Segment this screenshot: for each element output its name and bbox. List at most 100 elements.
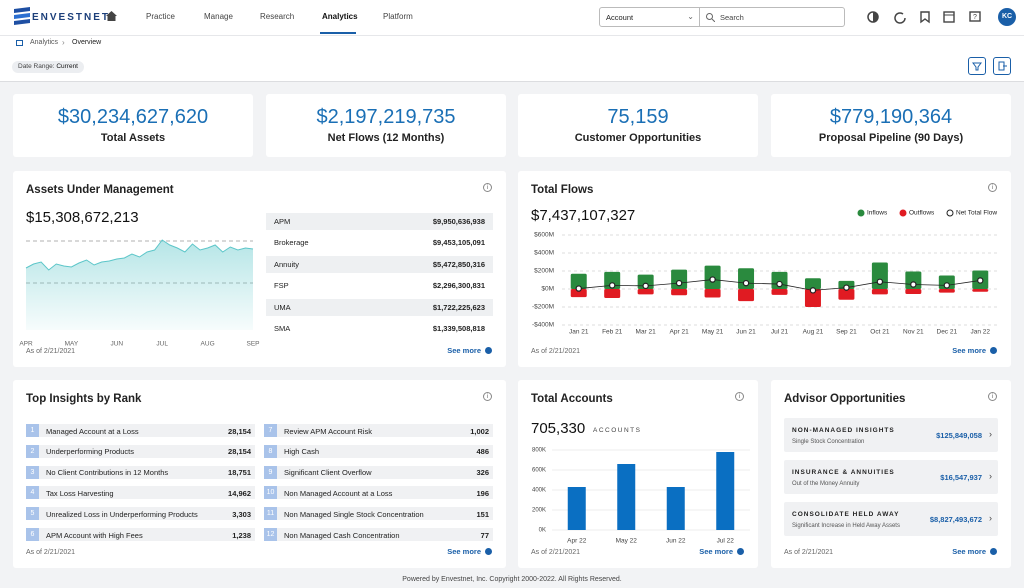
x-tick-label: Jun 21 <box>736 329 756 336</box>
x-tick-label: Dec 21 <box>937 329 958 336</box>
nav-item[interactable]: Platform <box>383 12 413 21</box>
x-tick-label: JUN <box>110 341 123 348</box>
see-more[interactable]: See more <box>447 346 492 355</box>
opportunity-item[interactable]: INSURANCE & ANNUITIES Out of the Money An… <box>784 460 998 494</box>
breadcrumb-link[interactable]: Analytics <box>30 39 59 46</box>
insight-row[interactable]: 3 No Client Contributions in 12 Months 18,… <box>26 465 255 479</box>
x-tick-label: May 22 <box>616 538 638 545</box>
flow-bar <box>570 273 587 289</box>
insight-row[interactable]: 7 Review APM Account Risk 1,002 <box>264 424 493 437</box>
row-value: $1,722,225,623 <box>432 302 485 312</box>
info-icon[interactable]: i <box>988 183 997 192</box>
x-tick-label: Jul 22 <box>717 538 735 545</box>
insight-row[interactable]: 5 Unrealized Loss in Underperforming Prod… <box>26 507 255 521</box>
kpi-value: $2,197,219,735 <box>316 106 456 128</box>
as-of: As of 2/21/2021 <box>26 348 76 355</box>
insight-label: Non Managed Account at a Loss <box>284 488 393 498</box>
home-icon[interactable] <box>106 11 117 21</box>
see-more[interactable]: See more <box>447 547 492 556</box>
logo-text: ENVESTNET <box>32 12 111 23</box>
insight-row[interactable]: 8 High Cash 486 <box>264 444 493 458</box>
insight-row[interactable]: 6 APM Account with High Fees 1,238 <box>26 528 255 541</box>
bar <box>567 487 586 530</box>
avatar[interactable]: KC <box>998 8 1016 26</box>
x-tick-label: Apr 22 <box>567 538 587 545</box>
opportunity-item[interactable]: CONSOLIDATE HELD AWAY Significant Increas… <box>784 502 998 536</box>
row-label: APM <box>274 217 291 226</box>
insight-row[interactable]: 2 Underperforming Products 28,154 <box>26 444 255 458</box>
insight-value: 1,238 <box>232 530 251 540</box>
info-icon[interactable]: i <box>483 392 492 401</box>
kpi-label: Customer Opportunities <box>574 132 702 144</box>
aum-card: Assets Under Management i As of 2/21/2021 S… <box>13 171 506 367</box>
opportunity-item[interactable]: NON-MANAGED INSIGHTS Single Stock Concent… <box>784 418 998 452</box>
legend-label: Outflows <box>909 210 935 217</box>
x-tick-label: Feb 21 <box>602 329 623 336</box>
toolbar-icons[interactable]: ? <box>866 10 986 24</box>
info-icon[interactable]: i <box>483 183 492 192</box>
net-point <box>809 287 817 294</box>
filter-button[interactable] <box>968 57 986 75</box>
legend-swatch <box>857 209 865 217</box>
flow-bar <box>671 269 688 289</box>
rank-badge: 3 <box>26 465 39 479</box>
insights-card: Top Insights by Rank i As of 2/21/2021 See … <box>13 380 506 568</box>
date-range-chip[interactable]: Date Range: Current <box>12 61 84 73</box>
net-point <box>943 282 951 289</box>
aum-total: $15,308,672,213 <box>26 209 139 226</box>
rank-badge: 2 <box>26 444 39 458</box>
see-more[interactable]: See more <box>952 547 997 556</box>
chevron: › <box>989 471 992 481</box>
advisor-card: Advisor Opportunities i As of 2/21/2021 See… <box>771 380 1011 568</box>
flow-bar <box>637 289 654 295</box>
nav-active-indicator <box>320 32 356 34</box>
x-tick-label: Oct 21 <box>870 329 890 336</box>
flow-bar <box>570 289 587 298</box>
info-icon[interactable]: i <box>735 392 744 401</box>
nav-item[interactable]: Manage <box>204 12 233 21</box>
see-more[interactable]: See more <box>699 547 744 556</box>
insight-row[interactable]: 4 Tax Loss Harvesting 14,962 <box>26 486 255 500</box>
export-button[interactable] <box>993 57 1011 75</box>
flow-bar <box>871 262 888 289</box>
card-title: Top Insights by Rank <box>26 393 142 405</box>
nav-item[interactable]: Research <box>260 12 295 21</box>
kpi-card: 75,159 Customer Opportunities <box>518 94 758 157</box>
card-title: Total Accounts <box>531 393 613 405</box>
insight-row[interactable]: 9 Significant Client Overflow 326 <box>264 465 493 479</box>
x-tick-label: Sep 21 <box>836 329 857 336</box>
svg-text:?: ? <box>973 14 977 21</box>
opportunity-value: $8,827,493,672 <box>929 515 982 524</box>
insight-value: 486 <box>476 447 489 457</box>
x-tick-label: Apr 21 <box>670 329 690 336</box>
account-select[interactable]: Account ⌄ <box>599 7 700 27</box>
nav-item[interactable]: Practice <box>146 12 175 21</box>
logo-mark <box>14 7 30 25</box>
opportunity-subtitle: Out of the Money Annuity <box>792 481 860 487</box>
row-label: FSP <box>274 281 289 291</box>
flow-bar <box>905 289 922 294</box>
flow-bar <box>704 289 721 298</box>
kpi-card: $779,190,364 Proposal Pipeline (90 Days) <box>771 94 1011 157</box>
insight-label: No Client Contributions in 12 Months <box>46 468 169 478</box>
y-tick-label: $400M <box>534 250 554 257</box>
insight-row[interactable]: 10 Non Managed Account at a Loss 196 <box>264 486 493 500</box>
insight-row[interactable]: 11 Non Managed Single Stock Concentration… <box>264 507 493 521</box>
legend-swatch <box>946 209 954 217</box>
insight-row[interactable]: 12 Non Managed Cash Concentration 77 <box>264 528 493 541</box>
bar <box>617 464 636 530</box>
rank-badge: 11 <box>264 507 277 521</box>
date-range-label: Date Range: <box>18 63 55 70</box>
see-more[interactable]: See more <box>952 346 997 355</box>
nav-item[interactable]: Analytics <box>322 12 358 21</box>
area <box>26 240 253 330</box>
flow-bar <box>804 278 821 289</box>
net-point <box>910 281 917 288</box>
insight-value: 28,154 <box>228 447 251 457</box>
search-box[interactable]: Search <box>699 7 845 27</box>
insight-row[interactable]: 1 Managed Account at a Loss 28,154 <box>26 424 255 437</box>
net-point <box>608 282 616 289</box>
info-icon[interactable]: i <box>988 392 997 401</box>
breadcrumb-current: Overview <box>72 39 102 46</box>
insight-value: 18,751 <box>228 468 251 478</box>
